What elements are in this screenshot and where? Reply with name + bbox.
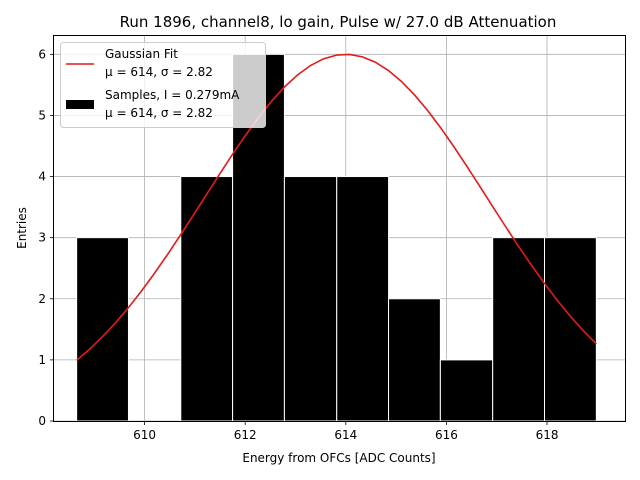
y-tick-label: 1 xyxy=(38,353,46,367)
histogram-bar xyxy=(283,176,338,422)
histogram-bars xyxy=(76,53,597,422)
histogram-bar xyxy=(388,298,441,422)
x-axis-label: Energy from OFCs [ADC Counts] xyxy=(242,451,435,465)
legend-samples-stats: μ = 614, σ = 2.82 xyxy=(105,106,213,120)
histogram-bar xyxy=(544,237,597,422)
legend: Gaussian Fit μ = 614, σ = 2.82 Samples, … xyxy=(60,42,266,128)
y-tick-label: 3 xyxy=(38,231,46,245)
x-tick-label: 616 xyxy=(435,428,458,442)
y-tick-label: 0 xyxy=(38,414,46,428)
y-axis-label: Entries xyxy=(15,207,29,249)
plot-frame xyxy=(53,35,626,422)
histogram-bar xyxy=(76,237,129,422)
gaussian-fit-line xyxy=(76,53,597,361)
x-axis-ticks: 610 612 614 616 618 xyxy=(133,421,558,442)
x-tick-label: 612 xyxy=(234,428,257,442)
y-tick-label: 2 xyxy=(38,292,46,306)
legend-fit-label: Gaussian Fit xyxy=(105,47,178,61)
histogram-bar xyxy=(336,176,390,422)
histogram-bar xyxy=(439,359,494,422)
legend-samples-swatch xyxy=(66,100,94,109)
x-tick-label: 610 xyxy=(133,428,156,442)
histogram-bar xyxy=(492,237,546,422)
legend-samples-label: Samples, I = 0.279mA xyxy=(105,88,240,102)
histogram-bar xyxy=(180,176,234,422)
y-tick-label: 5 xyxy=(38,108,46,122)
y-tick-label: 4 xyxy=(38,170,46,184)
x-tick-label: 614 xyxy=(334,428,357,442)
legend-box xyxy=(60,42,266,128)
y-tick-label: 6 xyxy=(38,47,46,61)
chart-title: Run 1896, channel8, lo gain, Pulse w/ 27… xyxy=(120,13,557,31)
y-axis-ticks: 0 1 2 3 4 5 6 xyxy=(38,47,54,428)
x-tick-label: 618 xyxy=(536,428,559,442)
legend-fit-stats: μ = 614, σ = 2.82 xyxy=(105,65,213,79)
